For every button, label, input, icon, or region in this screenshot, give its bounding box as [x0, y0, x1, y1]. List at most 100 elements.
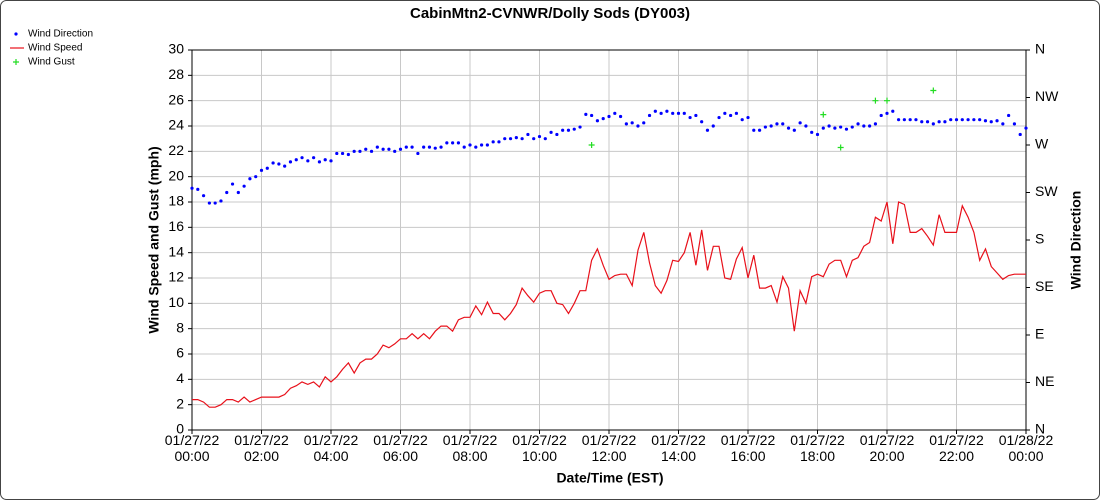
legend-swatch: [13, 59, 19, 65]
direction-dot: [271, 161, 275, 165]
direction-dot: [288, 160, 293, 164]
direction-dot: [340, 151, 345, 156]
direction-dot: [1007, 113, 1011, 118]
x-tick-label: 01/27/22 18:00: [790, 432, 845, 464]
direction-dot: [230, 182, 235, 186]
direction-dot: [885, 111, 889, 115]
direction-dot: [416, 151, 420, 156]
direction-dot: [798, 121, 802, 125]
direction-dot: [277, 162, 281, 166]
x-tick-label-line: 01/27/22: [721, 432, 776, 448]
direction-dot: [960, 118, 964, 122]
direction-dot: [387, 147, 391, 151]
x-tick-label: 01/27/22 00:00: [165, 432, 220, 464]
y2-tick-label: N: [1035, 421, 1045, 437]
x-tick-label-line: 01/27/22: [165, 432, 220, 448]
x-tick-label-line: 01/27/22: [304, 432, 359, 448]
x-tick-label-line: 01/27/22: [582, 432, 637, 448]
y-tick-label: 0: [176, 421, 184, 437]
gust-marker: [837, 144, 844, 151]
direction-dot: [665, 109, 669, 113]
direction-dot: [375, 145, 379, 149]
x-tick-label: 01/27/22 06:00: [373, 432, 428, 464]
direction-dot: [607, 114, 611, 119]
direction-dot: [201, 194, 206, 198]
y2-tick-label: N: [1035, 41, 1045, 57]
direction-dot: [700, 120, 704, 124]
direction-dot: [468, 143, 472, 147]
direction-dot: [821, 126, 825, 130]
gust-marker: [884, 97, 890, 104]
direction-dot: [630, 121, 634, 125]
direction-dot: [323, 158, 327, 162]
direction-dot: [294, 158, 298, 162]
direction-dot: [485, 143, 489, 147]
direction-dot: [618, 114, 623, 119]
x-tick-label: 01/27/22 14:00: [651, 432, 706, 464]
direction-dot: [595, 119, 600, 123]
direction-dot: [671, 111, 675, 115]
y-tick-label: 26: [168, 91, 184, 107]
direction-dot: [740, 118, 744, 122]
x-tick-label-line: 00:00: [174, 448, 209, 464]
x-tick-label-line: 01/27/22: [651, 432, 706, 448]
direction-dot: [219, 199, 223, 203]
direction-dot: [329, 159, 333, 163]
direction-dot: [335, 151, 339, 156]
direction-dot: [491, 140, 495, 144]
direction-dot: [526, 132, 530, 137]
direction-dot: [456, 141, 461, 145]
speed-line: [192, 201, 1026, 408]
direction-dot: [364, 147, 368, 151]
direction-dot: [225, 190, 229, 195]
direction-dot: [642, 121, 646, 125]
direction-dot: [925, 120, 930, 124]
y2-tick-label: SW: [1035, 183, 1058, 199]
direction-dot: [711, 124, 715, 128]
y-tick-label: 18: [168, 193, 184, 209]
direction-dot: [931, 122, 935, 126]
direction-dot: [972, 118, 976, 122]
direction-dot: [514, 136, 518, 140]
x-axis-label: Date/Time (EST): [556, 470, 663, 486]
y-tick-label: 14: [168, 243, 184, 259]
direction-dot: [398, 147, 403, 151]
direction-dot: [503, 137, 507, 141]
direction-dot: [746, 115, 750, 120]
y-axis-label: Wind Speed and Gust (mph): [146, 146, 162, 333]
direction-dot: [786, 126, 791, 130]
x-tick-label-line: 16:00: [730, 448, 765, 464]
x-tick-label-line: 14:00: [661, 448, 696, 464]
legend-swatch: [14, 32, 18, 36]
x-tick-label: 01/27/22 10:00: [512, 432, 567, 464]
direction-dot: [404, 145, 408, 149]
direction-dot: [844, 127, 849, 131]
x-tick-label: 01/27/22 08:00: [443, 432, 498, 464]
x-tick-label-line: 12:00: [591, 448, 626, 464]
y-tick-label: 8: [176, 319, 184, 335]
y2-tick-label: S: [1035, 231, 1044, 247]
y2-tick-label: SE: [1035, 278, 1054, 294]
x-tick-label-line: 20:00: [869, 448, 904, 464]
x-tick-label-line: 01/27/22: [373, 432, 428, 448]
direction-dot: [978, 118, 982, 122]
direction-dot: [317, 160, 322, 164]
direction-dot: [1012, 122, 1017, 126]
direction-dot: [265, 166, 269, 170]
direction-dot: [358, 149, 362, 153]
x-tick-label: 01/27/22 02:00: [234, 432, 289, 464]
x-tick-label: 01/28/22 00:00: [999, 432, 1054, 464]
direction-dot: [254, 175, 258, 179]
x-tick-label: 01/27/22 22:00: [929, 432, 984, 464]
gust-marker: [872, 97, 879, 104]
y-tick-label: 10: [168, 294, 184, 310]
direction-dot: [352, 149, 356, 153]
gust-marker: [588, 142, 595, 148]
direction-dot: [566, 128, 571, 132]
direction-dot: [734, 111, 739, 115]
direction-dot: [983, 119, 988, 123]
direction-dot: [445, 141, 449, 145]
direction-dot: [306, 159, 310, 163]
x-tick-label-line: 18:00: [800, 448, 835, 464]
x-tick-label-line: 01/27/22: [443, 432, 498, 448]
